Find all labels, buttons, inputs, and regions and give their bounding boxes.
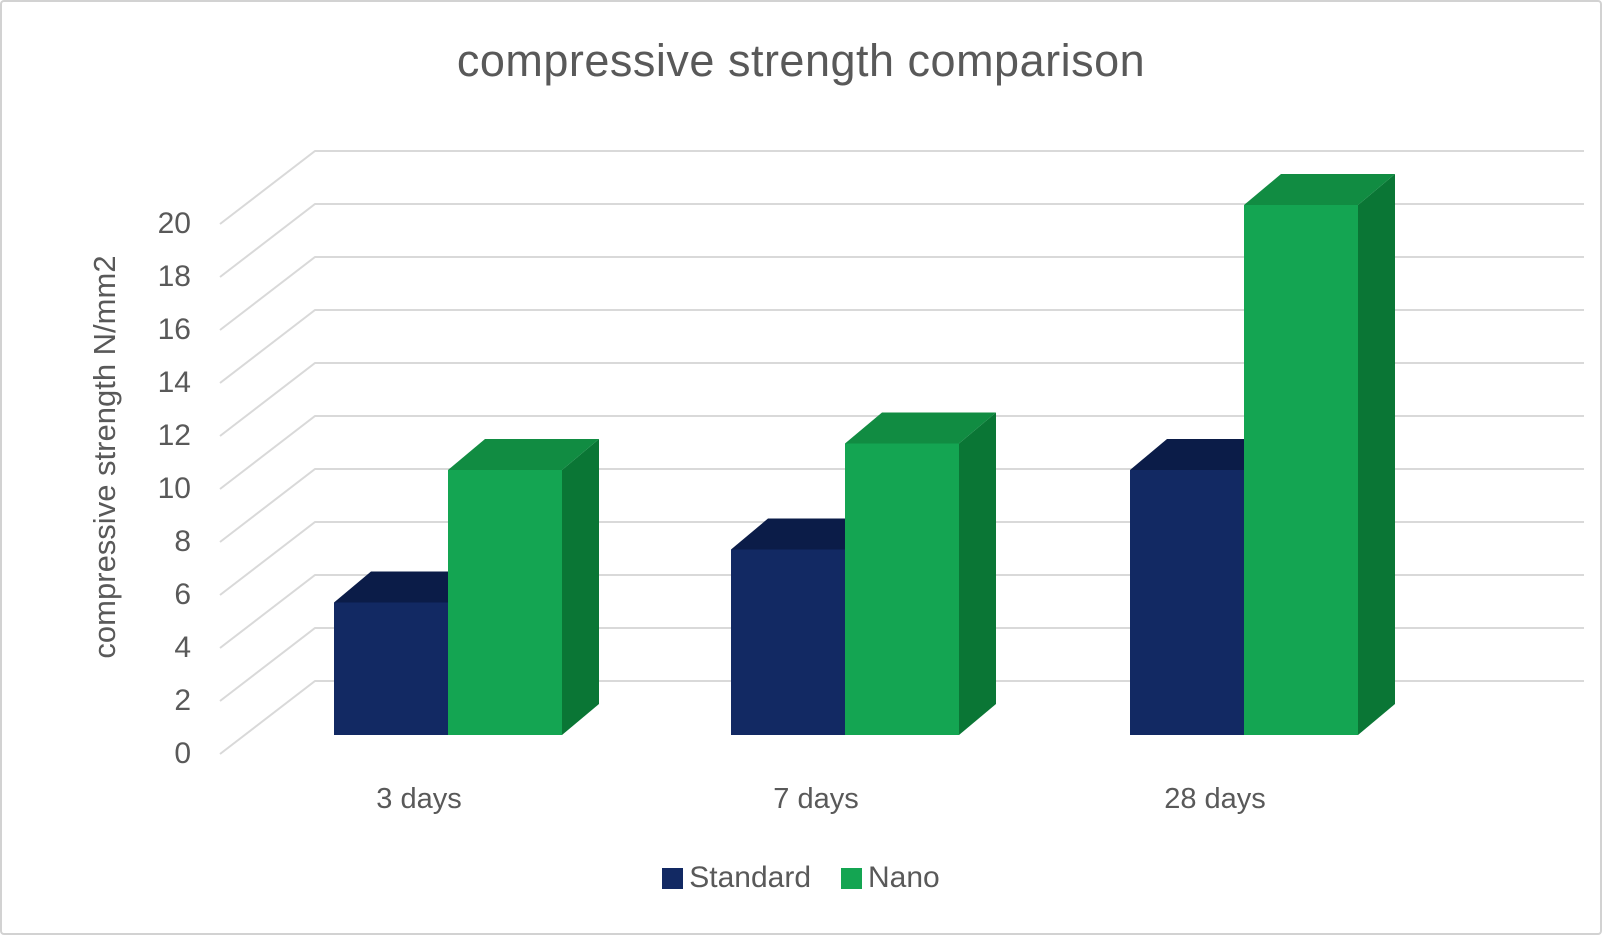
category-label-3-days: 3 days: [376, 783, 462, 815]
bar-top-face: [1130, 439, 1281, 470]
legend-item-standard: Standard: [662, 862, 811, 894]
gridline-14: [219, 309, 1584, 384]
y-tick-label-14: 14: [157, 366, 191, 399]
bar-front-face: [448, 470, 562, 735]
legend-swatch-nano: [841, 867, 863, 889]
bar-nano-7-days: [845, 412, 996, 735]
legend-label: Nano: [868, 861, 940, 894]
category-label-7-days: 7 days: [773, 783, 859, 815]
bar-top-face: [845, 412, 996, 444]
bar-front-face: [334, 602, 448, 735]
bar-front-face: [731, 549, 845, 735]
y-tick-label-6: 6: [174, 578, 191, 611]
y-tick-label-20: 20: [157, 207, 191, 240]
bar-side-face: [959, 412, 996, 735]
bar-top-face: [448, 439, 599, 470]
y-tick-label-16: 16: [157, 313, 191, 346]
bar-side-face: [562, 439, 599, 735]
gridline-18: [219, 203, 1584, 278]
legend: Standard Nano: [2, 862, 1600, 894]
y-tick-label-0: 0: [174, 737, 191, 770]
bar-side-face: [1358, 174, 1395, 735]
y-tick-label-8: 8: [174, 525, 191, 558]
legend-label: Standard: [689, 861, 812, 894]
bar-front-face: [1130, 470, 1244, 735]
bar-top-face: [731, 518, 882, 550]
legend-swatch-standard: [662, 867, 684, 889]
chart-title: compressive strength comparison: [456, 35, 1146, 86]
bar-top-face: [334, 571, 485, 603]
y-tick-label-10: 10: [157, 472, 191, 505]
legend-item-nano: Nano: [841, 862, 940, 894]
y-tick-label-2: 2: [174, 684, 191, 717]
bar-nano-3-days: [448, 439, 599, 735]
bar-nano-28-days: [1244, 174, 1395, 735]
gridline-12: [219, 362, 1584, 437]
y-tick-label-4: 4: [174, 631, 191, 664]
bar-front-face: [1244, 205, 1358, 735]
bar-front-face: [845, 443, 959, 735]
category-label-28-days: 28 days: [1164, 783, 1266, 815]
gridline-10: [219, 415, 1584, 490]
gridline-16: [219, 256, 1584, 331]
gridline-20: [219, 150, 1584, 225]
y-tick-label-12: 12: [157, 419, 191, 452]
bar-top-face: [1244, 174, 1395, 205]
y-tick-label-18: 18: [157, 260, 191, 293]
